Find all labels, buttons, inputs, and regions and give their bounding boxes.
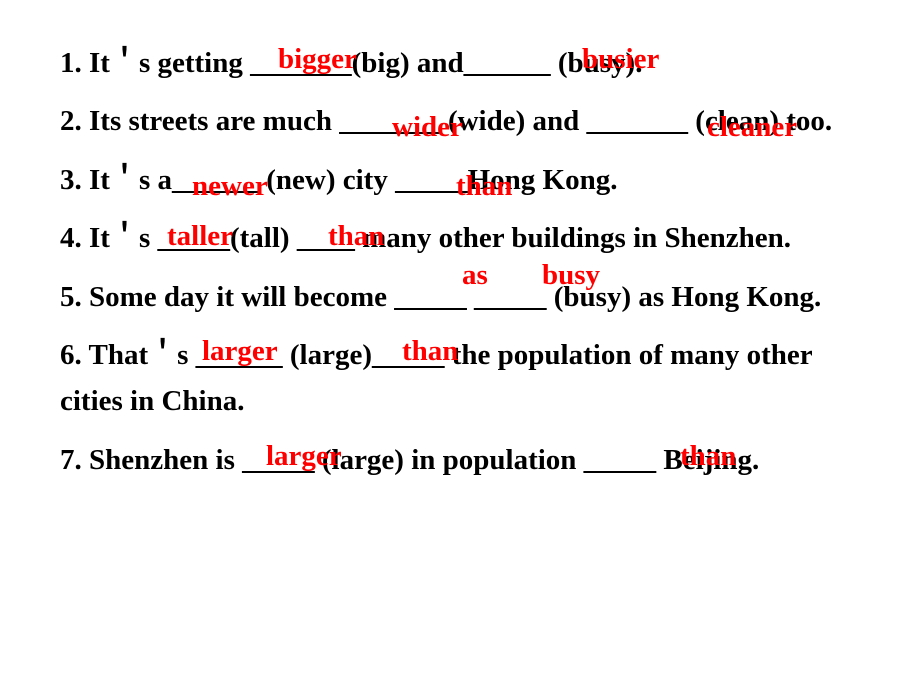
answer-blank: wider [392, 104, 463, 150]
answer-blank: cleaner [707, 104, 797, 150]
answer-blank: than [328, 213, 384, 259]
exercise-item-2: 2. Its streets are much _______ (wide) a… [60, 98, 870, 144]
exercise-item-7: 7. Shenzhen is _____ (large) in populati… [60, 437, 870, 483]
answer-blank: busier [582, 36, 659, 82]
answer-blank: taller [167, 213, 233, 259]
answer-blank: as [462, 252, 488, 298]
answer-blank: than [680, 433, 736, 479]
exercise-item-5: 5. Some day it will become _____ _____ (… [60, 274, 870, 320]
answer-blank: bigger [278, 36, 357, 82]
answer-blank: than [402, 328, 458, 374]
sentence-text: 7. Shenzhen is _____ (large) in populati… [60, 437, 870, 483]
answer-blank: larger [202, 328, 278, 374]
exercise-item-3: 3. It＇s a______ (new) city _____Hong Kon… [60, 157, 870, 203]
exercise-item-1: 1. It＇s getting _______(big) and______ (… [60, 40, 870, 86]
answer-blank: than [456, 163, 512, 209]
sentence-text: 6. That＇s ______ (large)_____ the popula… [60, 332, 870, 425]
exercise-item-6: 6. That＇s ______ (large)_____ the popula… [60, 332, 870, 425]
answer-blank: busy [542, 252, 600, 298]
answer-blank: newer [192, 163, 268, 209]
sentence-text: 1. It＇s getting _______(big) and______ (… [60, 40, 870, 86]
answer-blank: larger [266, 433, 342, 479]
